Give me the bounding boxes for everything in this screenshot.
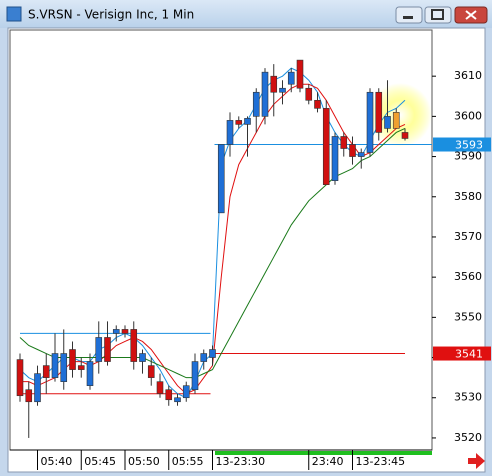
candle-body [174,397,181,403]
candle-body [375,91,383,133]
y-tick-label: 3590 [454,150,482,163]
session-bar [215,451,432,455]
candle-body [322,108,330,186]
candle-body [279,87,286,93]
y-tick-label: 3610 [454,69,482,82]
level-label: 3541 [455,348,483,361]
x-tick-label: 23:40 [312,455,344,468]
minimize-icon [403,16,413,19]
candle-body [191,361,199,391]
maximize-icon [431,9,444,20]
candle-body [165,389,173,401]
candle-body [226,120,234,145]
candle-body [42,365,50,378]
candle-body [314,99,321,109]
level-tag [433,346,491,361]
y-tick-label: 3570 [454,230,482,243]
candle-body [209,349,216,358]
x-tick-label: 05:50 [128,455,160,468]
level-label: 3593 [455,139,483,152]
candle-body [252,91,260,117]
y-tick-label: 3520 [454,431,482,444]
candle-body [287,71,295,85]
window-title: S.VRSN - Verisign Inc, 1 Min [28,8,194,22]
candle-body [349,144,356,157]
y-tick-label: 3580 [454,190,482,203]
y-tick-label: 3530 [454,391,482,404]
candle-body [261,71,269,117]
candle-body [331,136,339,181]
candle-body [270,75,278,93]
scroll-arrow[interactable] [468,453,485,469]
level-tag [433,137,491,152]
candle-body [86,361,94,386]
x-tick-label: 13-23:30 [216,455,266,468]
candle-body [384,116,391,129]
candle-body [60,353,68,382]
candle-body [401,132,409,139]
x-tick-label: 05:45 [84,455,116,468]
y-tick-label: 3600 [454,109,482,122]
candle-body [95,337,103,362]
candle-body [121,329,129,334]
y-tick-label: 3550 [454,310,482,323]
candle-body [305,87,313,101]
candle-body [156,381,164,395]
x-tick-label: 13-23:45 [356,455,406,468]
candle-body [182,385,190,399]
candle-body [147,365,155,378]
candle-body [69,349,76,370]
close-icon [465,10,477,20]
candle-body [112,329,120,334]
x-tick-label: 05:55 [172,455,204,468]
app-icon [6,6,22,22]
candle-body [366,91,374,153]
candle-body [340,136,348,149]
candle-body [25,389,33,403]
candle-body [51,353,59,378]
candle-body [235,120,243,125]
ma-line [19,127,406,379]
candle-body [296,59,304,89]
highlight-glow [368,83,432,147]
candle-body [200,353,208,362]
candle-body [16,359,24,397]
y-tick-label: 3560 [454,270,482,283]
candle-body [130,329,138,362]
candle-body [34,373,41,403]
candle-body [77,365,85,370]
x-tick-label: 05:40 [41,455,73,468]
candle-body [244,118,251,125]
candle-body [217,144,225,214]
candle-body [139,353,146,362]
candle-body [104,337,111,362]
plot: 3520353035403550356035703580359036003610… [16,59,491,470]
candle-body [357,152,365,157]
candle-body [392,112,400,129]
minimize-button[interactable] [395,6,423,24]
